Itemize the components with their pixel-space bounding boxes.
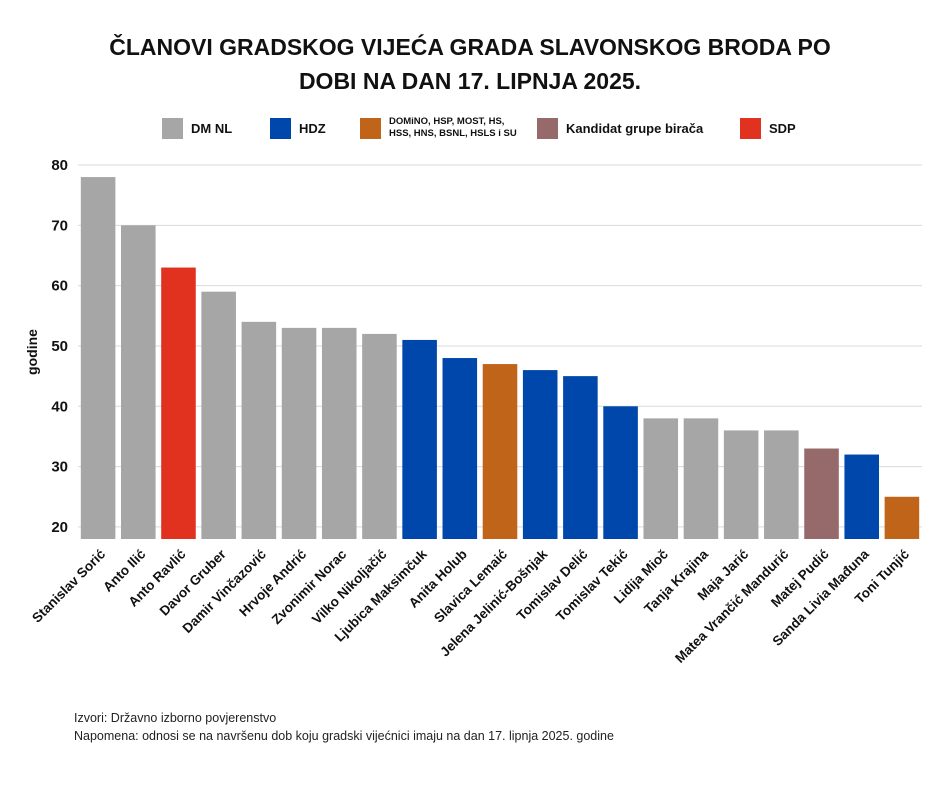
legend-item-dm-nl: DM NL — [162, 114, 232, 142]
legend-swatch-dm-nl — [162, 117, 183, 139]
bar — [161, 267, 196, 539]
bar — [442, 358, 478, 539]
bar — [241, 321, 277, 539]
legend-label-dm-nl: DM NL — [191, 120, 233, 136]
y-tick-label: 70 — [51, 217, 68, 234]
y-tick-label: 50 — [51, 338, 68, 355]
legend-label-hdz: HDZ — [299, 120, 326, 136]
y-tick-label: 80 — [51, 157, 68, 174]
legend-label-sdp: SDP — [769, 120, 796, 136]
bar — [121, 225, 156, 540]
bar — [80, 177, 116, 539]
bar — [201, 291, 236, 539]
bar — [764, 430, 799, 539]
y-tick-label: 20 — [51, 519, 68, 536]
bar — [884, 496, 920, 539]
y-axis-label: godine — [24, 329, 40, 375]
bar — [804, 448, 839, 539]
bar — [281, 327, 317, 539]
bar — [482, 364, 518, 539]
bar — [563, 376, 598, 539]
legend-item-sdp: SDP — [740, 114, 796, 142]
legend-item-coalition: DOMiNO, HSP, MOST, HS, HSS, HNS, BSNL, H… — [360, 114, 517, 142]
methodology-note: Napomena: odnosi se na navršenu dob koju… — [74, 729, 614, 743]
legend-item-voter-group: Kandidat grupe birača — [537, 114, 703, 142]
chart-title: ČLANOVI GRADSKOG VIJEĆA GRADA SLAVONSKOG… — [0, 30, 940, 98]
source-note: Izvori: Državno izborno povjerenstvo — [74, 711, 277, 725]
y-tick-label: 60 — [51, 278, 68, 295]
y-tick-label: 30 — [51, 459, 68, 476]
legend-swatch-hdz — [270, 117, 291, 139]
chart-title-line-1: ČLANOVI GRADSKOG VIJEĆA GRADA SLAVONSKOG… — [109, 34, 831, 60]
bar — [723, 430, 759, 539]
bar — [321, 327, 357, 539]
bar — [844, 454, 879, 539]
chart-title-line-2: DOBI NA DAN 17. LIPNJA 2025. — [298, 68, 642, 94]
x-tick-label: Stanislav Sorić — [29, 546, 108, 625]
legend-swatch-sdp — [740, 117, 761, 139]
chart-legend: DM NL HDZ DOMiNO, HSP, MOST, HS, HSS, HN… — [0, 114, 940, 142]
bar — [643, 418, 679, 539]
legend-swatch-voter-group — [537, 117, 558, 139]
bar — [603, 406, 638, 539]
legend-swatch-coalition — [360, 117, 381, 139]
y-tick-label: 40 — [51, 398, 68, 415]
x-tick-label: Slavica Lemaić — [431, 546, 510, 625]
bar — [683, 418, 719, 539]
x-tick-label: Tomislav Tekić — [553, 546, 631, 624]
legend-item-hdz: HDZ — [270, 114, 326, 142]
chart-footer: Izvori: Državno izborno povjerenstvo Nap… — [74, 709, 614, 745]
legend-label-voter-group: Kandidat grupe birača — [566, 120, 704, 136]
bar — [362, 333, 397, 539]
x-tick-label: Tomislav Delić — [514, 546, 591, 623]
bar — [402, 339, 437, 539]
legend-label-coalition: DOMiNO, HSP, MOST, HS, HSS, HNS, BSNL, H… — [389, 116, 517, 139]
bar — [522, 370, 558, 539]
